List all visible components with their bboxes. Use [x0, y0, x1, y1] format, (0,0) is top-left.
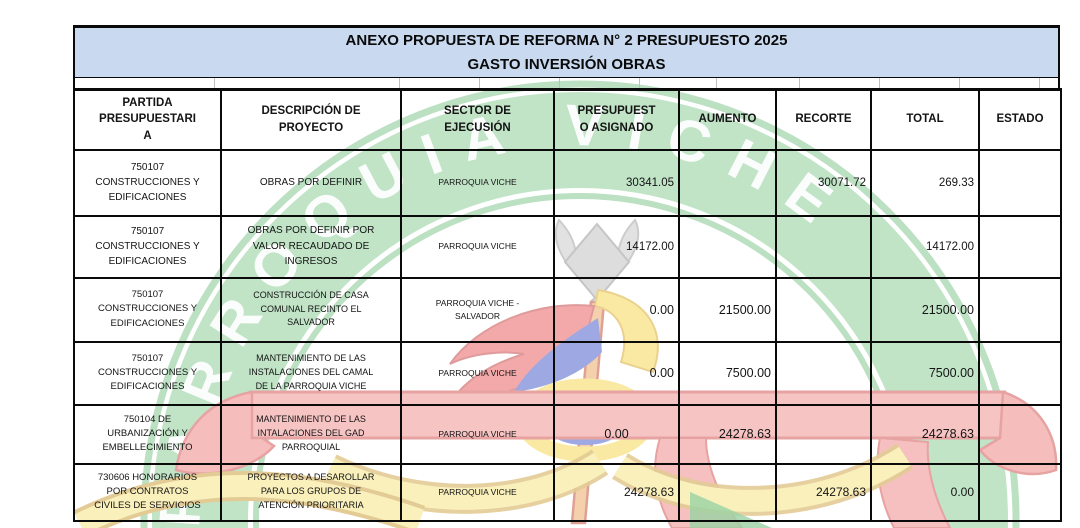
grid-tick	[799, 78, 800, 88]
grid-tick	[639, 78, 640, 88]
grid-tick	[716, 78, 717, 88]
grid-tick	[879, 78, 880, 88]
cell-partida: 750104 DE URBANIZACIÓN Y EMBELLECIMIENTO	[73, 403, 222, 465]
cell-presupuesto: 0.00	[553, 403, 680, 465]
cell-estado	[978, 214, 1062, 279]
cell-sector: PARROQUIA VICHE	[400, 148, 555, 217]
col-header-presupuesto: PRESUPUEST O ASIGNADO	[553, 88, 680, 151]
cell-total: 21500.00	[870, 276, 980, 343]
cell-aumento: 7500.00	[678, 340, 777, 406]
cell-aumento	[678, 148, 777, 217]
cell-total: 269.33	[870, 148, 980, 217]
cell-presupuesto: 0.00	[553, 276, 680, 343]
table-row: 750107 CONSTRUCCIONES Y EDIFICACIONES OB…	[73, 148, 1062, 217]
grid-tick	[479, 78, 480, 88]
cell-descripcion: PROYECTOS A DESAROLLAR PARA LOS GRUPOS D…	[220, 462, 402, 522]
cell-presupuesto: 14172.00	[553, 214, 680, 279]
col-header-sector: SECTOR DE EJECUSIÓN	[400, 88, 555, 151]
table-row: 750104 DE URBANIZACIÓN Y EMBELLECIMIENTO…	[73, 403, 1062, 465]
cell-presupuesto: 30341.05	[553, 148, 680, 217]
cell-sector: PARROQUIA VICHE - SALVADOR	[400, 276, 555, 343]
budget-table: PARTIDA PRESUPUESTARI A DESCRIPCIÓN DE P…	[73, 88, 1062, 522]
col-header-total: TOTAL	[870, 88, 980, 151]
cell-aumento	[678, 462, 777, 522]
grid-tick	[1039, 78, 1040, 88]
cell-recorte	[775, 276, 872, 343]
cell-partida: 750107 CONSTRUCCIONES Y EDIFICACIONES	[73, 148, 222, 217]
header-row: PARTIDA PRESUPUESTARI A DESCRIPCIÓN DE P…	[73, 88, 1062, 151]
table-row: 750107 CONSTRUCCIONES Y EDIFICACIONES OB…	[73, 214, 1062, 279]
cell-aumento: 21500.00	[678, 276, 777, 343]
cell-descripcion: OBRAS POR DEFINIR POR VALOR RECAUDADO DE…	[220, 214, 402, 279]
cell-sector: PARROQUIA VICHE	[400, 462, 555, 522]
cell-recorte	[775, 403, 872, 465]
col-header-estado: ESTADO	[978, 88, 1062, 151]
cell-partida: 750107 CONSTRUCCIONES Y EDIFICACIONES	[73, 340, 222, 406]
cell-descripcion: OBRAS POR DEFINIR	[220, 148, 402, 217]
cell-partida: 750107 CONSTRUCCIONES Y EDIFICACIONES	[73, 214, 222, 279]
cell-total: 7500.00	[870, 340, 980, 406]
cell-total: 24278.63	[870, 403, 980, 465]
table-row: 730606 HONORARIOS POR CONTRATOS CIVILES …	[73, 462, 1062, 522]
cell-sector: PARROQUIA VICHE	[400, 403, 555, 465]
cell-recorte: 30071.72	[775, 148, 872, 217]
cell-recorte	[775, 214, 872, 279]
grid-tick	[399, 78, 400, 88]
cell-recorte	[775, 340, 872, 406]
col-header-partida: PARTIDA PRESUPUESTARI A	[73, 88, 222, 151]
spacer-row	[73, 78, 1060, 88]
cell-aumento	[678, 214, 777, 279]
col-header-aumento: AUMENTO	[678, 88, 777, 151]
cell-aumento: 24278.63	[678, 403, 777, 465]
cell-estado	[978, 462, 1062, 522]
table-row: 750107 CONSTRUCCIONES Y EDIFICACIONES CO…	[73, 276, 1062, 343]
cell-total: 14172.00	[870, 214, 980, 279]
grid-tick	[559, 78, 560, 88]
cell-partida: 750107 CONSTRUCCIONES Y EDIFICACIONES	[73, 276, 222, 343]
cell-estado	[978, 340, 1062, 406]
cell-descripcion: MANTENIMIENTO DE LAS INSTALACIONES DEL C…	[220, 340, 402, 406]
grid-tick	[959, 78, 960, 88]
cell-partida: 730606 HONORARIOS POR CONTRATOS CIVILES …	[73, 462, 222, 522]
cell-sector: PARROQUIA VICHE	[400, 214, 555, 279]
cell-presupuesto: 0.00	[553, 340, 680, 406]
cell-presupuesto: 24278.63	[553, 462, 680, 522]
cell-recorte: 24278.63	[775, 462, 872, 522]
cell-descripcion: CONSTRUCCIÓN DE CASA COMUNAL RECINTO EL …	[220, 276, 402, 343]
budget-annex-sheet: ANEXO PROPUESTA DE REFORMA N° 2 PRESUPUE…	[73, 25, 1062, 522]
cell-estado	[978, 276, 1062, 343]
col-header-descripcion: DESCRIPCIÓN DE PROYECTO	[220, 88, 402, 151]
cell-sector: PARROQUIA VICHE	[400, 340, 555, 406]
page-title: ANEXO PROPUESTA DE REFORMA N° 2 PRESUPUE…	[73, 25, 1060, 78]
table-row: 750107 CONSTRUCCIONES Y EDIFICACIONES MA…	[73, 340, 1062, 406]
col-header-recorte: RECORTE	[775, 88, 872, 151]
grid-tick	[214, 78, 215, 88]
cell-descripcion: MANTENIMIENTO DE LAS INTALACIONES DEL GA…	[220, 403, 402, 465]
cell-estado	[978, 403, 1062, 465]
cell-estado	[978, 148, 1062, 217]
cell-total: 0.00	[870, 462, 980, 522]
